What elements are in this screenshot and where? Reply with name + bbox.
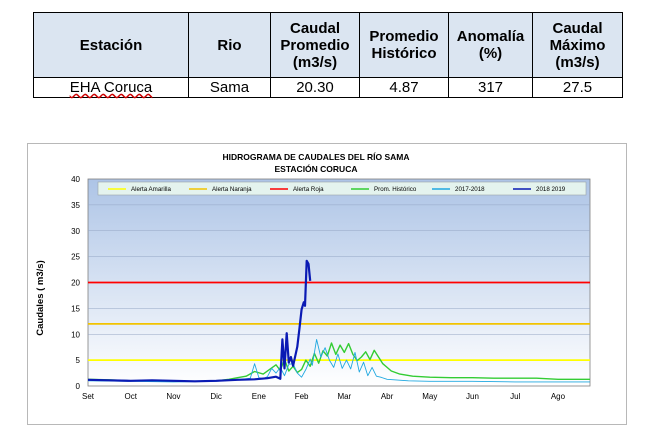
axes: 0 5 10 15 20 25 30 35 40 Set Oct Nov Dic Ene Feb Mar Abr…	[71, 175, 566, 401]
series-line-2018-2019	[87, 259, 312, 383]
y-tick-label: 40	[71, 175, 80, 184]
cell-avg-flow: 20.30	[270, 77, 360, 98]
cell-station: EHA Coruca	[33, 77, 189, 98]
table-row: EHA Coruca Sama 20.30 4.87 317 27.5	[33, 77, 623, 98]
x-tick-label: Nov	[166, 392, 180, 401]
x-tick-label: Jun	[466, 392, 479, 401]
chart-legend: Alerta Amarilla Alerta Naranja Alerta Roja…	[97, 181, 587, 196]
legend-label-prom-historico: Prom. Histórico	[374, 186, 417, 193]
y-tick-label: 25	[71, 253, 80, 262]
x-tick-label: Jul	[510, 392, 520, 401]
y-tick-label: 5	[76, 356, 81, 365]
header-river: Rio	[188, 12, 271, 78]
summary-table: Estación Rio Caudal Promedio (m3/s) Prom…	[33, 12, 623, 98]
y-tick-label: 0	[76, 382, 81, 391]
y-tick-label: 35	[71, 201, 80, 210]
legend-label-alerta-roja: Alerta Roja	[293, 186, 324, 193]
chart-title: HIDROGRAMA DE CAUDALES DEL RÍO SAMA	[222, 152, 409, 162]
x-tick-label: Ago	[551, 392, 566, 401]
legend-label-alerta-amarilla: Alerta Amarilla	[131, 186, 171, 193]
header-avg-flow: Caudal Promedio (m3/s)	[270, 12, 360, 78]
y-tick-label: 30	[71, 227, 80, 236]
header-station: Estación	[33, 12, 189, 78]
header-anomaly: Anomalía (%)	[448, 12, 533, 78]
x-tick-label: Dic	[210, 392, 222, 401]
legend-label-alerta-naranja: Alerta Naranja	[212, 186, 252, 193]
x-tick-label: Set	[82, 392, 95, 401]
header-hist-avg: Promedio Histórico	[359, 12, 449, 78]
x-tick-label: Abr	[381, 392, 394, 401]
chart-subtitle: ESTACIÓN CORUCA	[275, 163, 358, 174]
x-tick-label: Mar	[337, 392, 351, 401]
header-max-flow: Caudal Máximo (m3/s)	[532, 12, 623, 78]
cell-anomaly: 317	[448, 77, 533, 98]
legend-label-2018-2019: 2018 2019	[536, 186, 566, 193]
x-tick-label: Feb	[295, 392, 309, 401]
y-tick-label: 20	[71, 279, 80, 288]
cell-max-flow: 27.5	[532, 77, 623, 98]
series-line-prom-historico	[87, 342, 590, 383]
x-tick-label: Ene	[252, 392, 267, 401]
legend-box	[97, 181, 587, 196]
x-tick-label: May	[422, 392, 437, 401]
cell-hist-avg: 4.87	[359, 77, 449, 98]
hydrograph-panel: HIDROGRAMA DE CAUDALES DEL RÍO SAMA ESTA…	[27, 143, 627, 425]
threshold-lines	[88, 281, 590, 362]
y-axis-label: Caudales ( m3/s)	[35, 260, 46, 336]
x-tick-label: Oct	[124, 392, 137, 401]
series-line-2017-2018	[87, 338, 590, 383]
cell-river: Sama	[188, 77, 271, 98]
y-tick-label: 15	[71, 304, 80, 313]
data-series	[87, 259, 590, 383]
hydrograph-chart: HIDROGRAMA DE CAUDALES DEL RÍO SAMA ESTA…	[35, 152, 591, 401]
table-header-row: Estación Rio Caudal Promedio (m3/s) Prom…	[33, 12, 623, 78]
legend-label-2017-2018: 2017-2018	[455, 186, 485, 193]
y-tick-label: 10	[71, 330, 80, 339]
station-name: EHA Coruca	[69, 79, 153, 96]
